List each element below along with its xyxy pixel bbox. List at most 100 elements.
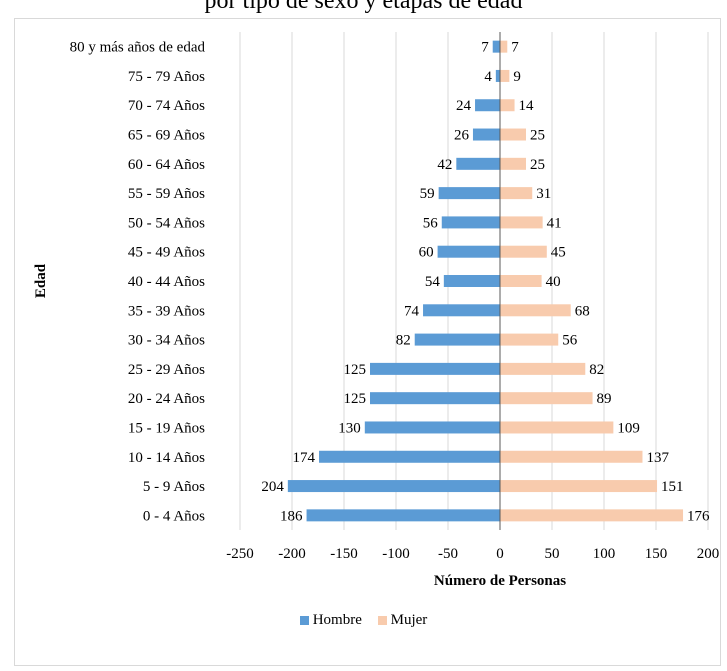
category-label: 5 - 9 Años [143, 479, 205, 495]
data-label-mujer: 41 [547, 215, 562, 231]
x-tick-label: 200 [697, 546, 720, 562]
data-label-mujer: 40 [546, 274, 561, 290]
data-label-mujer: 176 [687, 508, 710, 524]
category-label: 10 - 14 Años [128, 450, 205, 466]
bar-hombre [319, 450, 500, 463]
data-label-mujer: 56 [562, 333, 578, 349]
x-tick-label: -50 [438, 546, 458, 562]
bar-mujer [500, 99, 515, 112]
data-label-hombre: 174 [293, 450, 316, 466]
bar-hombre [423, 304, 500, 317]
bar-hombre [443, 275, 500, 287]
bar-mujer [500, 509, 684, 522]
chart-frame [14, 18, 721, 666]
category-label: 55 - 59 Años [128, 186, 205, 202]
bar-hombre [495, 69, 500, 82]
data-label-hombre: 60 [419, 245, 434, 261]
category-label: 60 - 64 Años [128, 157, 205, 173]
category-label: 25 - 29 Años [128, 362, 205, 378]
data-label-hombre: 186 [280, 508, 303, 524]
bar-mujer [500, 187, 533, 200]
top-caption-text: por tipo de sexo y etapas de edad [204, 0, 523, 14]
bar-mujer [500, 69, 510, 82]
x-tick-label: -250 [226, 546, 254, 562]
bar-hombre [370, 392, 500, 405]
data-label-mujer: 82 [589, 362, 604, 378]
data-label-mujer: 137 [646, 450, 669, 466]
x-tick-label: -150 [330, 546, 358, 562]
legend-item-mujer: Mujer [377, 612, 428, 629]
category-label: 30 - 34 Años [128, 333, 205, 349]
data-label-hombre: 130 [338, 420, 361, 436]
y-axis-title: Edad [33, 263, 49, 298]
legend-swatch-mujer [377, 616, 387, 626]
bar-mujer [500, 275, 542, 287]
bar-hombre [306, 509, 500, 522]
category-label: 40 - 44 Años [128, 274, 205, 290]
data-label-hombre: 42 [437, 157, 452, 173]
bar-mujer [500, 216, 543, 229]
data-label-hombre: 204 [261, 479, 284, 495]
bar-mujer [500, 157, 526, 170]
legend-label-mujer: Mujer [390, 612, 428, 628]
bar-mujer [500, 245, 547, 258]
data-label-hombre: 56 [423, 215, 439, 231]
legend-item-hombre: Hombre [299, 612, 362, 629]
data-label-hombre: 24 [456, 98, 472, 114]
bar-hombre [456, 157, 500, 170]
data-label-hombre: 74 [404, 303, 420, 319]
x-axis-title: Número de Personas [434, 573, 566, 589]
data-label-hombre: 4 [484, 69, 492, 85]
data-label-mujer: 151 [661, 479, 684, 495]
x-tick-label: -100 [382, 546, 410, 562]
data-label-hombre: 7 [481, 40, 489, 56]
bar-mujer [500, 392, 593, 405]
bar-mujer [500, 333, 559, 346]
bar-mujer [500, 362, 586, 375]
x-tick-label: 50 [545, 546, 560, 562]
bar-mujer [500, 421, 614, 434]
category-label: 80 y más años de edad [70, 40, 206, 56]
data-label-mujer: 14 [519, 98, 535, 114]
data-label-hombre: 125 [344, 362, 367, 378]
category-label: 50 - 54 Años [128, 215, 205, 231]
legend: Hombre Mujer [0, 612, 727, 629]
data-label-mujer: 109 [617, 420, 640, 436]
data-label-mujer: 45 [551, 245, 566, 261]
bar-hombre [370, 362, 500, 375]
data-label-mujer: 7 [511, 40, 519, 56]
data-label-hombre: 54 [425, 274, 441, 290]
bar-hombre [475, 99, 500, 112]
bar-hombre [492, 40, 500, 53]
data-label-mujer: 25 [530, 157, 545, 173]
bar-hombre [441, 216, 500, 229]
bar-mujer [500, 40, 508, 53]
bar-mujer [500, 450, 643, 463]
legend-swatch-hombre [299, 616, 309, 626]
category-label: 0 - 4 Años [143, 508, 205, 524]
category-label: 35 - 39 Años [128, 303, 205, 319]
data-label-hombre: 26 [454, 128, 470, 144]
x-tick-label: 100 [593, 546, 616, 562]
x-tick-label: 0 [496, 546, 504, 562]
data-label-hombre: 82 [396, 333, 411, 349]
x-tick-label: -200 [278, 546, 306, 562]
bar-hombre [472, 128, 500, 141]
bar-mujer [500, 304, 571, 317]
x-tick-label: 150 [645, 546, 668, 562]
bar-hombre [414, 333, 500, 346]
legend-label-hombre: Hombre [312, 612, 362, 628]
category-label: 70 - 74 Años [128, 98, 205, 114]
category-label: 65 - 69 Años [128, 128, 205, 144]
bar-mujer [500, 480, 658, 493]
bar-hombre [364, 421, 500, 434]
data-label-mujer: 25 [530, 128, 545, 144]
data-label-mujer: 68 [575, 303, 590, 319]
data-label-mujer: 31 [536, 186, 551, 202]
bar-hombre [437, 245, 500, 258]
category-label: 20 - 24 Años [128, 391, 205, 407]
data-label-mujer: 89 [597, 391, 612, 407]
bar-mujer [500, 128, 526, 141]
bar-hombre [438, 187, 500, 200]
